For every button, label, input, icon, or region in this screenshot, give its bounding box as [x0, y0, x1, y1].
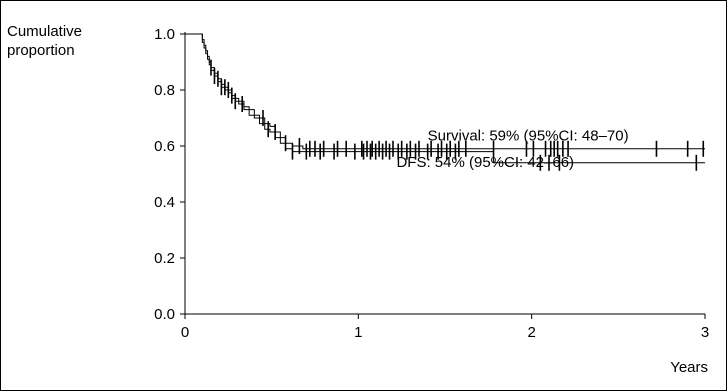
- y-tick-label: 1.0: [154, 26, 175, 43]
- x-tick-label: 2: [527, 324, 535, 341]
- y-tick-label: 0.8: [154, 82, 175, 99]
- x-tick-label: 0: [181, 324, 189, 341]
- curve-annotation: DFS: 54% (95%CI: 42–66): [396, 154, 574, 171]
- x-axis-label: Years: [670, 359, 708, 376]
- curve-annotation: Survival: 59% (95%CI: 48–70): [428, 127, 629, 144]
- y-tick-label: 0.0: [154, 306, 175, 323]
- y-tick-label: 0.2: [154, 250, 175, 267]
- x-tick-label: 1: [354, 324, 362, 341]
- y-axis-label: Cumulative proportion: [7, 22, 82, 60]
- x-tick-label: 3: [701, 324, 709, 341]
- y-axis-label-line-2: proportion: [7, 42, 75, 59]
- y-axis-label-line-1: Cumulative: [7, 23, 83, 40]
- y-tick-label: 0.6: [154, 138, 175, 155]
- y-tick-label: 0.4: [154, 194, 175, 211]
